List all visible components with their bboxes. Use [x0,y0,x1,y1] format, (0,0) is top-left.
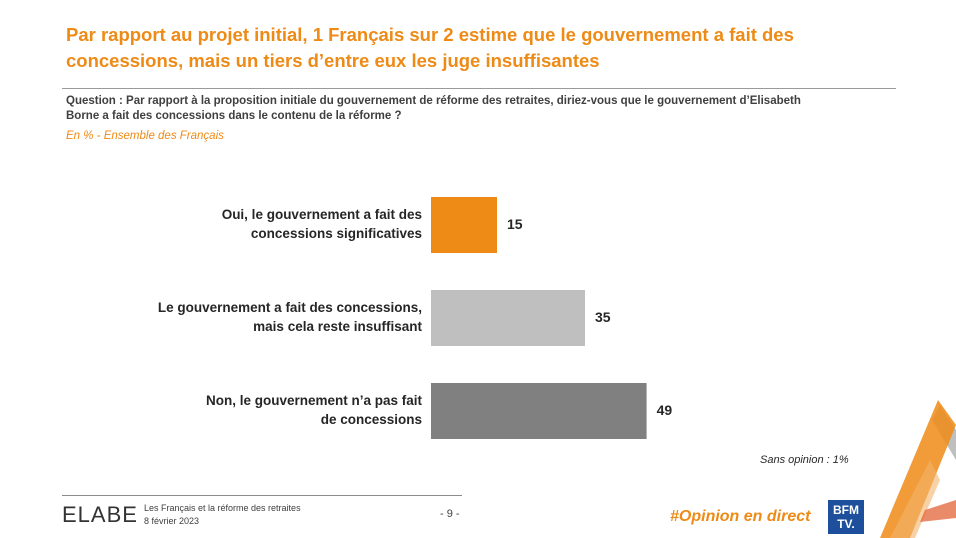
no-opinion-note: Sans opinion : 1% [760,454,849,466]
bfm-logo-line-2: TV. [837,517,855,531]
category-label-3-line-2: de concessions [320,412,422,427]
category-label-2-line-1: Le gouvernement a fait des concessions, [157,300,422,315]
bar-value-1: 15 [507,216,523,232]
bar-value-3: 49 [656,402,673,418]
title-line-1: Par rapport au projet initial, 1 Françai… [66,24,794,45]
slide-title: Par rapport au projet initial, 1 Françai… [66,22,886,74]
elabe-logo: ELABE [62,502,138,527]
category-label-2: Le gouvernement a fait des concessions, m… [122,298,422,336]
category-label-3: Non, le gouvernement n’a pas fait de conc… [122,391,422,429]
footer-study-title: Les Français et la réforme des retraites [144,503,301,513]
bfm-tv-logo: BFM TV. [828,500,864,534]
title-divider [62,88,896,89]
footer-date: 8 février 2023 [144,516,200,526]
category-label-1: Oui, le gouvernement a fait des concessio… [122,205,422,243]
title-line-2: concessions, mais un tiers d’entre eux l… [66,50,600,71]
bfm-logo-line-1: BFM [833,503,859,517]
bar-1 [431,197,497,253]
bar-value-2: 35 [595,309,611,325]
footer-info: Les Français et la réforme des retraites… [144,502,301,528]
decorative-a-shape-icon [880,400,956,538]
bar-3 [431,383,647,439]
base-note: En % - Ensemble des Français [66,130,224,142]
page-number: - 9 - [440,508,460,520]
category-label-1-line-2: concessions significatives [250,226,422,241]
question-line-2: Borne a fait des concessions dans le con… [66,110,402,122]
category-label-2-line-2: mais cela reste insuffisant [253,319,422,334]
question-text: Question : Par rapport à la proposition … [66,94,896,124]
category-label-1-line-1: Oui, le gouvernement a fait des [221,207,422,222]
bar-2 [431,290,585,346]
question-line-1: Question : Par rapport à la proposition … [66,95,801,107]
category-label-3-line-1: Non, le gouvernement n’a pas fait [205,393,422,408]
footer-divider [62,495,462,496]
hashtag: #Opinion en direct [670,508,811,525]
